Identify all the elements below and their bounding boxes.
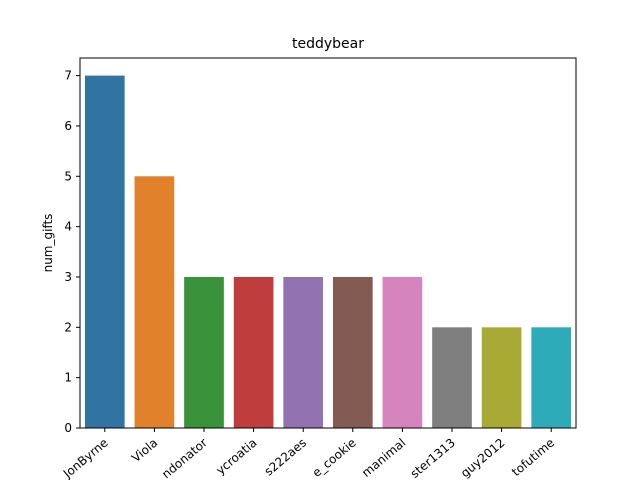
y-tick-label: 5 xyxy=(64,169,72,183)
bars-group xyxy=(84,75,572,428)
x-tick-label: ndonator xyxy=(159,436,210,480)
y-tick-label: 4 xyxy=(64,220,72,234)
x-tick-label: guy2012 xyxy=(458,436,508,480)
bar-ycroatia xyxy=(233,276,274,428)
bar-s222aes xyxy=(283,276,324,428)
bar-ndonator xyxy=(184,276,224,428)
chart-title: teddybear xyxy=(292,36,364,52)
y-tick-label: 6 xyxy=(64,119,72,133)
y-tick-label: 0 xyxy=(64,421,72,435)
y-tick-label: 1 xyxy=(64,371,72,385)
bar-JonByrne xyxy=(84,75,125,428)
x-tick-label: Viola xyxy=(129,436,160,466)
plot-frame xyxy=(79,57,577,429)
x-tick-label: tofutime xyxy=(509,436,557,480)
x-tick-label: ycroatia xyxy=(213,436,259,478)
x-tick-label: JonByrne xyxy=(60,436,111,480)
y-axis-label: num_gifts xyxy=(41,214,55,273)
x-tick-label: manimal xyxy=(359,436,408,480)
bar-tofutime xyxy=(531,327,572,428)
bar-Viola xyxy=(134,176,175,428)
y-tick-label: 2 xyxy=(64,320,72,334)
y-axis: 0 1 2 3 4 5 6 7 xyxy=(64,69,80,435)
bar-ster1313 xyxy=(432,327,472,428)
x-tick-label: ster1313 xyxy=(408,436,458,480)
x-tick-label: s222aes xyxy=(262,436,309,479)
y-tick-label: 3 xyxy=(64,270,72,284)
bar-e_cookie xyxy=(332,276,373,428)
bar-guy2012 xyxy=(481,327,522,428)
x-tick-label: e_cookie xyxy=(310,436,359,480)
y-tick-label: 7 xyxy=(64,69,72,83)
bar-manimal xyxy=(382,276,423,428)
